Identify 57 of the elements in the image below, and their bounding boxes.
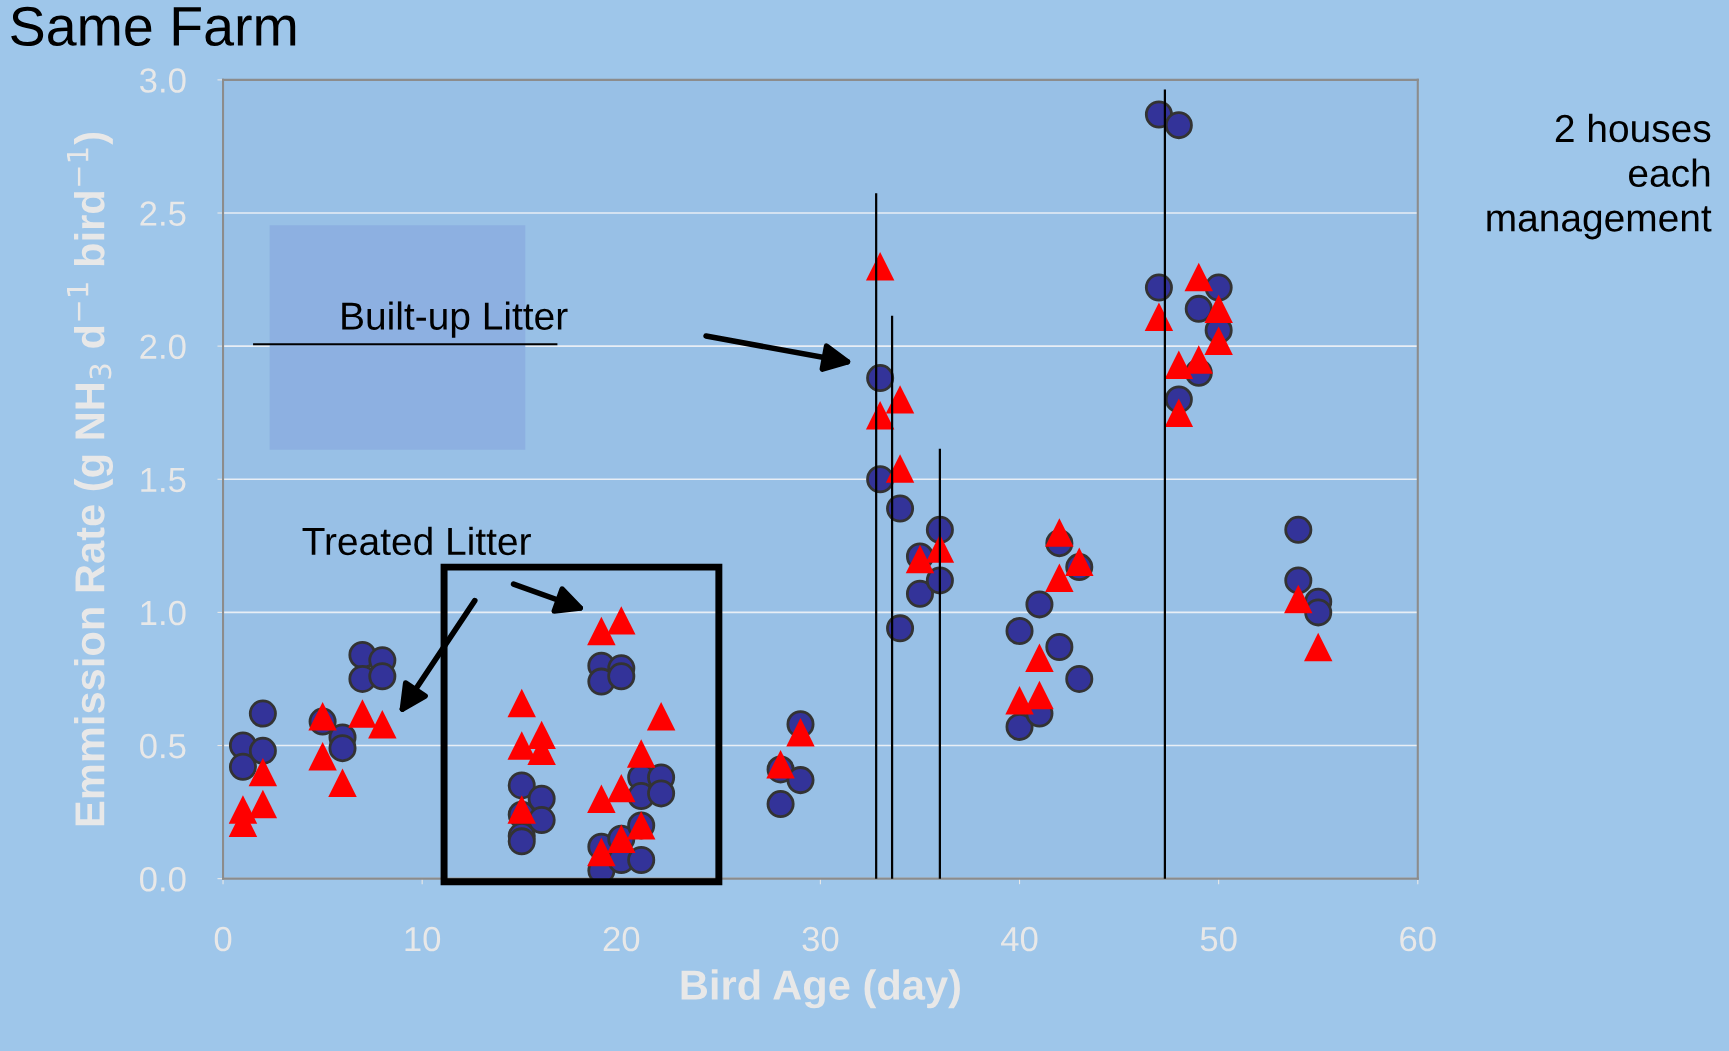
y-tick-label: 2.0 xyxy=(140,334,186,360)
point xyxy=(885,454,915,483)
annotation: Treated Litter xyxy=(302,526,531,556)
point xyxy=(587,616,616,646)
point xyxy=(786,717,815,747)
point xyxy=(348,699,377,728)
point xyxy=(1164,398,1194,427)
x-tick-label: 40 xyxy=(1001,926,1038,952)
point xyxy=(607,773,636,803)
point xyxy=(328,768,357,798)
point xyxy=(626,739,656,768)
point xyxy=(1204,326,1233,356)
y-tick-label: 3.0 xyxy=(139,68,186,93)
point xyxy=(1284,584,1313,614)
chart-title: Same Farm xyxy=(11,6,296,47)
annotation: Built-up Litter xyxy=(342,301,568,338)
point xyxy=(1025,643,1054,672)
x-tick-label: 60 xyxy=(1400,926,1436,952)
x-tick-label: 20 xyxy=(603,926,640,952)
point xyxy=(1025,680,1054,710)
x-tick-label: 0 xyxy=(214,926,232,952)
point xyxy=(507,688,536,718)
point xyxy=(248,789,278,819)
point xyxy=(308,741,337,771)
y-axis-title: Emmission Rate (g NH$_{3}$ d$^{−1}$ bird$^{−1}$) xyxy=(67,132,114,826)
point xyxy=(1164,350,1194,379)
point xyxy=(1184,262,1213,292)
point xyxy=(1045,518,1074,547)
point xyxy=(607,606,636,635)
point xyxy=(507,731,536,760)
point xyxy=(1303,632,1333,662)
point xyxy=(368,709,397,739)
y-tick-label: 0.5 xyxy=(140,733,186,759)
point xyxy=(646,701,676,731)
x-tick-label: 50 xyxy=(1200,926,1237,952)
text: 2 houses each management xyxy=(1487,113,1712,240)
y-tick-label: 0.0 xyxy=(140,866,186,892)
y-tick-label: 2.5 xyxy=(140,201,186,226)
point xyxy=(228,795,258,824)
x-tick-label: 10 xyxy=(405,926,441,952)
point xyxy=(885,385,915,414)
point xyxy=(766,749,795,779)
x-tick-label: 30 xyxy=(802,926,839,952)
x-axis-title: Bird Age (day) xyxy=(681,969,960,1009)
point xyxy=(1045,563,1074,592)
point xyxy=(507,795,536,824)
point xyxy=(587,784,616,813)
point xyxy=(1204,294,1233,324)
y-tick-label: 1.5 xyxy=(141,467,186,493)
point xyxy=(587,837,616,867)
y-tick-label: 1.0 xyxy=(141,600,186,626)
point xyxy=(1184,345,1213,374)
point xyxy=(1065,547,1094,577)
point xyxy=(1144,302,1174,332)
point xyxy=(1005,686,1034,715)
point xyxy=(308,701,337,731)
point xyxy=(248,757,278,787)
